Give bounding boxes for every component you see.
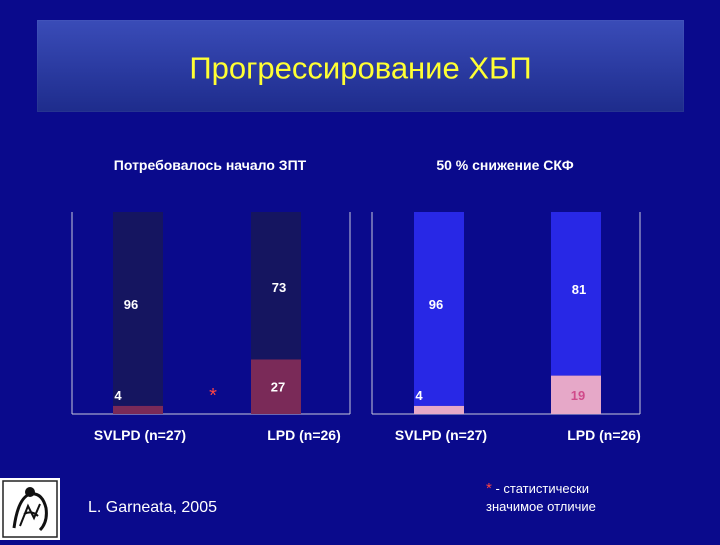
bar-segment-bottom: [113, 405, 163, 414]
category-label: LPD (n=26): [567, 427, 641, 443]
title-banner: Прогрессирование ХБП: [37, 20, 684, 112]
significance-star: *: [209, 385, 217, 407]
category-label: SVLPD (n=27): [94, 427, 186, 443]
bar-label-top: 96: [124, 297, 138, 312]
bar-segment-top: [414, 212, 464, 406]
chart-1-title: Потребовалось начало ЗПТ: [114, 157, 307, 173]
bar-label-bottom: 19: [571, 388, 585, 403]
chart-2-title: 50 % снижение СКФ: [436, 157, 573, 173]
bar-segment-bottom: [251, 359, 301, 414]
bar-segment-top: [251, 212, 301, 360]
bar-segment-top: [113, 212, 163, 406]
bar-segment-bottom: [414, 405, 464, 414]
category-label: SVLPD (n=27): [395, 427, 487, 443]
bar-label-bottom: 4: [114, 388, 122, 403]
bar-segment-bottom: [551, 375, 601, 414]
bar-label-top: 81: [572, 282, 586, 297]
slide-title: Прогрессирование ХБП: [189, 50, 532, 86]
bar-label-bottom: 27: [271, 380, 285, 395]
footnote-line-1: - статистически: [491, 481, 590, 496]
bar-segment-top: [551, 212, 601, 376]
bar-label-top: 73: [272, 280, 286, 295]
author-citation: L. Garneata, 2005: [88, 499, 217, 516]
institution-logo: [0, 478, 60, 540]
bar-label-top: 96: [429, 297, 443, 312]
category-label: LPD (n=26): [267, 427, 341, 443]
footnote-star: *: [486, 480, 492, 497]
significance-footnote: * - статистически значимое отличие: [486, 480, 596, 516]
bar-label-bottom: 4: [415, 388, 423, 403]
footnote-line-2: значимое отличие: [486, 499, 596, 514]
